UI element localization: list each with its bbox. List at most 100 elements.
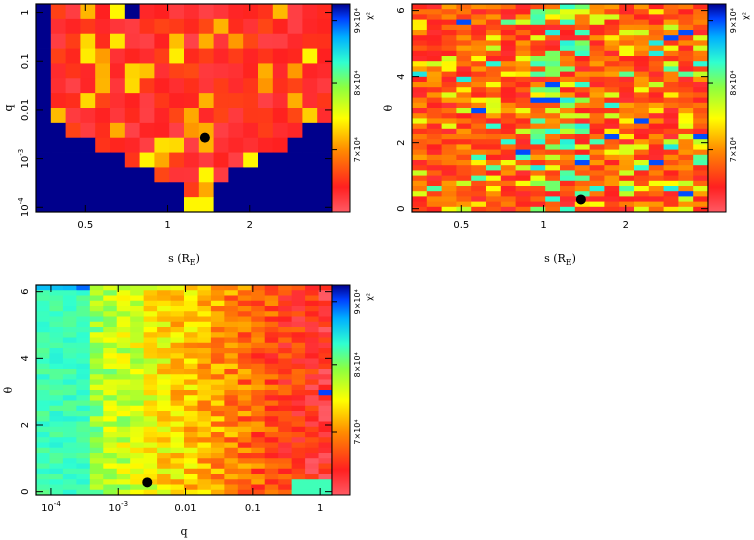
heatmap-cell [116,416,131,422]
heatmap-cell [143,474,158,480]
heatmap-cell [89,316,104,323]
heatmap-cell [486,45,502,52]
heatmap-cell [36,93,52,109]
heatmap-cell [157,300,171,307]
heatmap-cell [197,416,212,422]
heatmap-cell [237,416,252,422]
heatmap-cell [184,93,200,109]
heatmap-cell [693,154,709,161]
heatmap-cell [80,18,96,35]
heatmap-cell [515,19,531,26]
heatmap-cell [634,180,650,187]
heatmap-cell [574,35,590,41]
heatmap-cell [278,395,293,401]
heatmap-cell [89,342,104,349]
heatmap-cell [678,154,694,161]
heatmap-cell [251,327,266,333]
heatmap-cell [264,447,279,454]
heatmap-cell [426,149,442,156]
heatmap-cell [170,353,185,359]
heatmap-cell [184,358,198,365]
heatmap-cell [95,4,111,20]
heatmap-cell [648,50,664,57]
heatmap-cell [228,4,244,20]
heatmap-cell [50,78,66,94]
heatmap-cell [317,48,333,64]
heatmap-cell [471,30,487,36]
heatmap-cell [545,180,561,187]
heatmap-cell [530,134,546,140]
heatmap-cell [441,128,457,135]
heatmap-cell [237,405,252,412]
heatmap-cell [456,14,472,20]
heatmap-cells [412,4,709,213]
heatmap-cell [515,113,531,119]
heatmap-cell [89,290,104,296]
heatmap-cell [574,61,590,67]
heatmap-cell [170,390,185,396]
heatmap-cell [103,321,118,328]
heatmap-cell [170,369,185,375]
heatmap-cell [693,180,709,187]
heatmap-cell [184,489,198,496]
heatmap-cell [500,144,516,150]
heatmap-cell [224,374,239,380]
heatmap-cell [545,149,561,156]
heatmap-cell [62,316,77,323]
heatmap-cell [530,123,546,130]
heatmap-cell [124,137,140,153]
heatmap-cell [574,4,590,10]
heatmap-cell [693,40,709,46]
heatmap-cell [62,306,77,312]
heatmap-cell [500,50,516,57]
heatmap-cell [36,311,50,317]
heatmap-cell [471,92,487,98]
heatmap-cell [76,342,91,349]
heatmap-cell [36,108,52,124]
heatmap-cell [210,484,225,491]
heatmap-cell [210,369,225,375]
heatmap-cell [287,197,303,213]
heatmap-cell [302,122,318,139]
heatmap-cell [228,33,244,49]
heatmap-cell [693,9,709,15]
heatmap-cell [574,118,590,124]
heatmap-cell [143,285,158,291]
heatmap-cell [237,437,252,443]
heatmap-cell [116,447,131,454]
heatmap-cell [103,363,118,370]
heatmap-cell [264,295,279,302]
heatmap-cell [500,206,516,213]
heatmap-cell [589,102,605,109]
heatmap-cell [197,426,212,433]
heatmap-cell [116,290,131,296]
heatmap-cell [291,342,306,349]
heatmap-cell [412,50,428,57]
heatmap-cell [62,311,77,317]
heatmap-cell [62,479,77,485]
heatmap-cell [604,154,620,161]
heatmap-cell [157,374,171,380]
heatmap-cell [103,400,118,407]
heatmap-cell [678,9,694,15]
heatmap-cell [103,416,118,422]
heatmap-cell [224,379,239,386]
heatmap-cell [130,463,145,470]
heatmap-cell [89,363,104,370]
heatmap-cell [237,332,252,338]
colorbar-tick-label: 8×10⁴ [353,352,362,377]
heatmap-cell [663,97,679,104]
heatmap-cell [456,66,472,72]
heatmap-cell [663,180,679,187]
heatmap-cell [184,18,200,35]
heatmap-cell [515,97,531,104]
heatmap-cell [486,4,502,10]
heatmap-cell [456,160,472,166]
heatmap-cell [258,78,274,94]
heatmap-cell [693,50,709,57]
heatmap-cell [62,327,77,333]
heatmap-cell [278,468,293,475]
heatmap-cell [103,447,118,454]
heatmap-cell [49,285,64,291]
